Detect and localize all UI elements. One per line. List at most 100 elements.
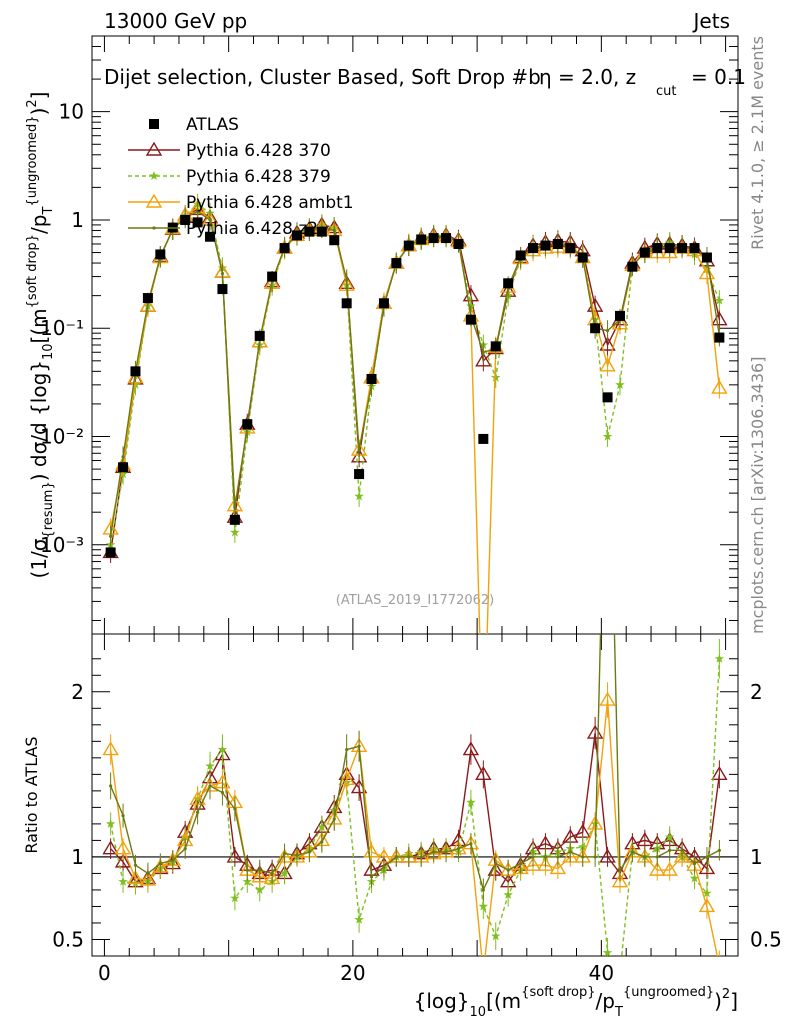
data-point bbox=[180, 214, 191, 225]
ratio-point bbox=[618, 868, 622, 872]
ratio-point bbox=[568, 850, 572, 854]
ratio-point bbox=[320, 840, 324, 844]
ratio-point bbox=[506, 868, 510, 872]
data-point bbox=[354, 491, 364, 501]
ratio-point bbox=[208, 784, 212, 788]
data-point bbox=[332, 228, 336, 233]
legend-item-pythia-6-428-370: Pythia 6.428 370 bbox=[128, 141, 331, 161]
ratio-point bbox=[462, 741, 480, 756]
series-pythia-6-428-z2 bbox=[109, 200, 721, 547]
data-point bbox=[403, 240, 414, 251]
ratio-point bbox=[127, 870, 144, 885]
legend-marker bbox=[149, 119, 159, 129]
legend-marker bbox=[145, 193, 163, 208]
ratio-point bbox=[171, 858, 175, 862]
data-point bbox=[230, 527, 240, 537]
ratio-point bbox=[518, 861, 523, 866]
ratio-point bbox=[217, 744, 228, 754]
ratio-point bbox=[357, 744, 361, 748]
data-point bbox=[220, 271, 225, 276]
ratio-point bbox=[556, 855, 560, 859]
legend-label: Pythia 6.428 370 bbox=[186, 141, 331, 161]
ratio-point bbox=[114, 853, 132, 868]
ratio-point bbox=[469, 842, 473, 846]
ratio-point bbox=[476, 966, 490, 978]
ratio-point bbox=[183, 847, 187, 851]
ratio-point bbox=[102, 741, 119, 756]
ratio-series-pythia-6-428-z2 bbox=[109, 634, 721, 902]
data-point bbox=[599, 357, 616, 372]
data-point bbox=[615, 379, 625, 389]
ratio-point bbox=[354, 914, 364, 924]
ratio-point bbox=[282, 852, 287, 856]
ratio-point bbox=[118, 876, 128, 886]
series-line-pythia-6-428-ambt1 bbox=[109, 206, 721, 634]
data-point bbox=[267, 271, 278, 282]
data-point bbox=[677, 243, 688, 254]
header-left: 13000 GeV pp bbox=[104, 9, 247, 33]
ratio-point bbox=[698, 898, 716, 913]
ratio-ytick-label: 2 bbox=[71, 680, 84, 704]
ratio-point bbox=[714, 653, 725, 663]
main-ytick-label: 10⁻² bbox=[40, 425, 84, 449]
ratio-point bbox=[363, 843, 380, 858]
title-eta: η = 2.0, z bbox=[539, 65, 636, 89]
header-right: Jets bbox=[692, 9, 730, 33]
data-point bbox=[577, 252, 588, 263]
ratio-point bbox=[487, 861, 504, 876]
data-point bbox=[208, 218, 212, 222]
ratio-ytick-label-right: 1 bbox=[750, 845, 763, 869]
xlabel: {log}10[(m{soft drop}/pT{ungroomed})2] bbox=[414, 985, 738, 1020]
ratio-point bbox=[432, 850, 436, 854]
legend-marker bbox=[149, 171, 159, 180]
ratio-point bbox=[655, 855, 659, 859]
xtick-label: 20 bbox=[340, 961, 365, 985]
ratio-point bbox=[456, 847, 461, 851]
ratio-point bbox=[270, 871, 274, 876]
ratio-line-pythia-6-428-379 bbox=[109, 658, 721, 956]
legend-label: Pythia 6.428 ambt1 bbox=[186, 193, 354, 213]
data-point bbox=[369, 383, 374, 387]
data-point bbox=[664, 243, 675, 254]
data-point bbox=[552, 238, 563, 249]
ratio-point bbox=[599, 691, 616, 706]
ratio-point bbox=[475, 765, 492, 781]
data-point bbox=[105, 547, 116, 558]
series-pythia-6-428-370 bbox=[102, 198, 728, 563]
data-point bbox=[478, 433, 489, 444]
main-ytick-label: 10⁻³ bbox=[40, 533, 84, 557]
series-pythia-6-428-ambt1 bbox=[102, 197, 728, 634]
ratio-point bbox=[466, 797, 476, 807]
ratio-point bbox=[611, 873, 629, 888]
data-point bbox=[316, 226, 327, 237]
ratio-point bbox=[444, 850, 448, 854]
main-ytick-label: 1 bbox=[71, 208, 84, 232]
ratio-point bbox=[680, 848, 684, 852]
ratio-point bbox=[220, 790, 225, 795]
data-point bbox=[304, 226, 315, 237]
svg-text:{log}10[(m{soft drop}/pT{ungro: {log}10[(m{soft drop}/pT{ungroomed})2] bbox=[414, 985, 738, 1020]
data-point bbox=[627, 261, 638, 272]
data-point bbox=[205, 231, 216, 242]
ratio-ytick-label: 1 bbox=[71, 845, 84, 869]
data-point bbox=[242, 419, 253, 430]
data-point bbox=[711, 311, 728, 326]
series-line-pythia-6-428-z2 bbox=[109, 210, 721, 537]
ratio-point bbox=[581, 855, 585, 859]
ratio-point bbox=[491, 931, 501, 941]
plot-title: Dijet selection, Cluster Based, Soft Dro… bbox=[104, 65, 746, 99]
data-point bbox=[233, 506, 237, 510]
main-axes: 10⁻³ 10⁻² 10⁻¹ 1 10 bbox=[40, 35, 738, 634]
ratio-point bbox=[578, 842, 588, 852]
data-point bbox=[602, 431, 613, 441]
ratio-point bbox=[114, 840, 132, 855]
data-point bbox=[350, 448, 368, 463]
ratio-point bbox=[481, 888, 485, 892]
ratio-point bbox=[205, 761, 215, 771]
ratio-point bbox=[478, 901, 489, 911]
legend: ATLAS Pythia 6.428 370 Pythia 6.428 379 Pyt… bbox=[128, 115, 354, 239]
ratio-point bbox=[407, 855, 411, 859]
ratio-point bbox=[295, 853, 299, 857]
data-point bbox=[217, 284, 228, 295]
